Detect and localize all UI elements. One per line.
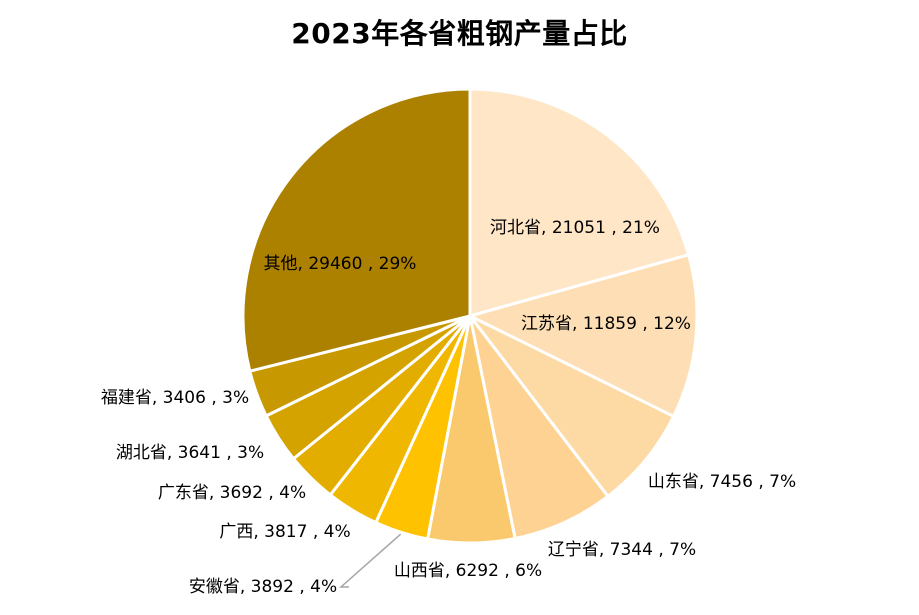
slice-label-1: 河北省, 21051 , 21% [490,218,660,238]
pie-slice-1 [468,87,691,318]
slice-label-4: 辽宁省, 7344 , 7% [548,540,696,560]
slice-label-9: 湖北省, 3641 , 3% [116,443,264,463]
slice-label-3: 山东省, 7456 , 7% [648,472,796,492]
slice-label-10: 福建省, 3406 , 3% [101,388,249,408]
slice-label-2: 江苏省, 11859 , 12% [521,314,691,334]
slice-label-11: 其他, 29460 , 29% [264,254,417,274]
pie-labels: 河北省, 21051 , 21% 江苏省, 11859 , 12% 山东省, 745… [101,218,796,597]
pie-slices [241,87,699,545]
pie-slice-2 [468,253,699,418]
leader-lines [339,533,402,588]
pie-slice-11 [241,87,472,373]
slice-label-8: 广东省, 3692 , 4% [158,483,306,503]
pie-slice-3 [468,314,676,498]
slice-label-7: 广西, 3817 , 4% [219,522,350,542]
chart-title: 2023年各省粗钢产量占比 [291,17,628,50]
slice-label-5: 山西省, 6292 , 6% [394,561,542,581]
leader-line-anhui [339,533,402,588]
slice-label-6: 安徽省, 3892 , 4% [189,577,337,597]
